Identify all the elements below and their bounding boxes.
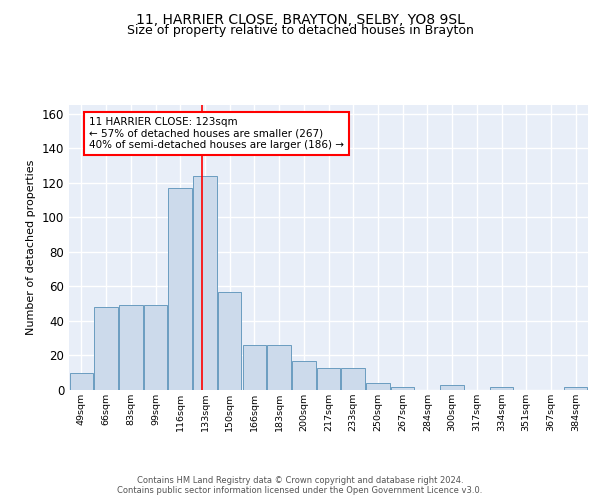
Text: Size of property relative to detached houses in Brayton: Size of property relative to detached ho… [127,24,473,37]
Bar [564,386,587,390]
Text: Contains HM Land Registry data © Crown copyright and database right 2024.
Contai: Contains HM Land Registry data © Crown c… [118,476,482,495]
Bar [268,345,291,390]
Bar [440,385,464,390]
Bar [144,306,167,390]
Bar [490,386,513,390]
Bar [119,306,143,390]
Bar [391,386,415,390]
Text: 11 HARRIER CLOSE: 123sqm
← 57% of detached houses are smaller (267)
40% of semi-: 11 HARRIER CLOSE: 123sqm ← 57% of detach… [89,117,344,150]
Bar [366,383,389,390]
Text: 11, HARRIER CLOSE, BRAYTON, SELBY, YO8 9SL: 11, HARRIER CLOSE, BRAYTON, SELBY, YO8 9… [136,12,464,26]
Bar [218,292,241,390]
Bar [94,307,118,390]
Bar [193,176,217,390]
Bar [317,368,340,390]
Bar [341,368,365,390]
Y-axis label: Number of detached properties: Number of detached properties [26,160,36,335]
Bar [169,188,192,390]
Bar [70,372,93,390]
Bar [242,345,266,390]
Bar [292,360,316,390]
